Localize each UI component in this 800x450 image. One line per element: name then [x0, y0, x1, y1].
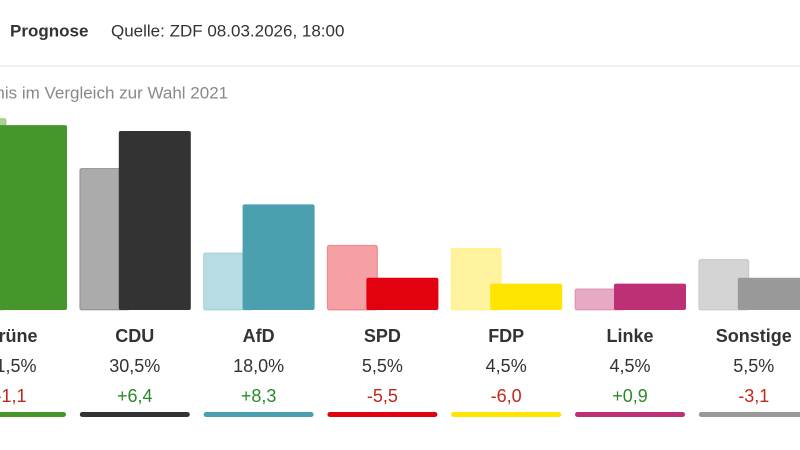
party-label: FDP: [488, 326, 524, 346]
value-label: 31,5%: [0, 356, 37, 376]
change-label: +8,3: [241, 386, 277, 406]
party-underline: [327, 412, 438, 417]
party-underline: [203, 412, 314, 417]
party-underline: [451, 412, 562, 417]
party-underline: [698, 412, 800, 417]
change-label: +6,4: [117, 386, 153, 406]
previous-bar: [450, 247, 502, 311]
party-underline: [575, 412, 685, 417]
party-label: Grüne: [0, 326, 38, 346]
current-bar: [242, 204, 315, 310]
value-label: 4,5%: [609, 356, 650, 376]
current-bar: [0, 125, 67, 310]
change-label: -1,1: [0, 386, 27, 406]
party-underline: [79, 412, 190, 417]
value-label: 18,0%: [233, 356, 284, 376]
party-label: AfD: [243, 326, 275, 346]
party-label: CDU: [115, 326, 154, 346]
change-label: -5,5: [367, 386, 398, 406]
change-label: -3,1: [738, 386, 769, 406]
current-bar: [737, 277, 800, 310]
value-label: 5,5%: [733, 356, 774, 376]
party-label: Sonstige: [716, 326, 792, 346]
value-label: 4,5%: [486, 356, 527, 376]
current-bar: [366, 277, 439, 310]
party-underline: [0, 412, 66, 417]
chart-caption: Ergebnis im Vergleich zur Wahl 2021: [0, 83, 228, 102]
value-label: 5,5%: [362, 356, 403, 376]
party-label: Linke: [606, 326, 653, 346]
current-bar: [490, 283, 563, 310]
chart-subtitle: Quelle: ZDF 08.03.2026, 18:00: [111, 21, 344, 40]
party-label: SPD: [364, 326, 401, 346]
change-label: +0,9: [612, 386, 648, 406]
current-bar: [614, 283, 686, 310]
current-bar: [118, 130, 191, 310]
chart-title: Prognose: [10, 21, 88, 40]
change-label: -6,0: [491, 386, 522, 406]
value-label: 30,5%: [109, 356, 160, 376]
